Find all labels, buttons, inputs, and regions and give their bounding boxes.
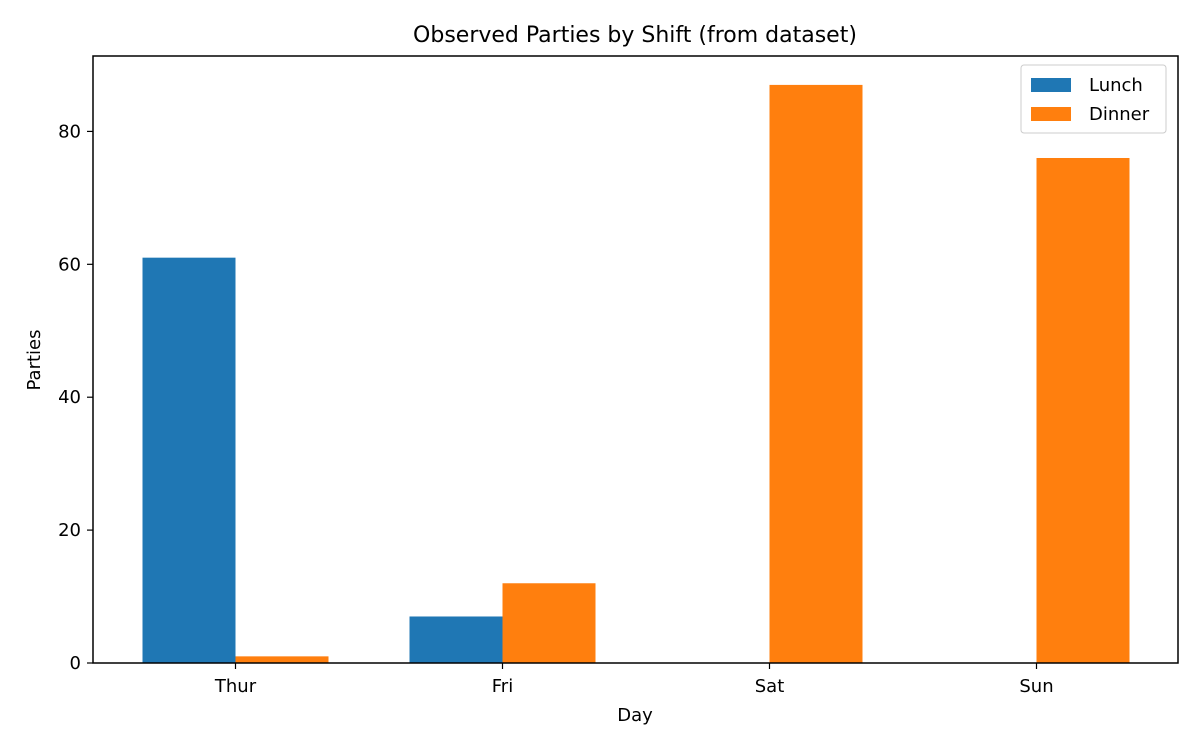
x-axis-label: Day — [617, 705, 653, 726]
bar-dinner-thur — [235, 656, 329, 663]
y-tick-label: 0 — [70, 653, 81, 674]
bars-layer — [142, 84, 1130, 664]
plot-frame — [92, 55, 1179, 664]
y-tick-label: 60 — [58, 254, 81, 275]
y-tick-label: 40 — [58, 387, 81, 408]
ticks-layer: Thur Fri Sat Sun 0 20 40 60 80 — [58, 121, 1054, 697]
legend-label-dinner: Dinner — [1089, 104, 1150, 125]
y-tick-label: 80 — [58, 121, 81, 142]
x-tick-label: Fri — [492, 676, 513, 697]
legend-label-lunch: Lunch — [1089, 75, 1143, 96]
legend: Lunch Dinner — [1020, 64, 1167, 134]
bar-dinner-sun — [1036, 157, 1130, 664]
bar-dinner-sat — [769, 84, 863, 663]
chart-title: Observed Parties by Shift (from dataset) — [413, 23, 857, 48]
legend-swatch-lunch — [1031, 78, 1071, 92]
legend-swatch-dinner — [1031, 107, 1071, 121]
y-tick-label: 20 — [58, 520, 81, 541]
x-tick-label: Sun — [1019, 676, 1053, 697]
bar-dinner-fri — [502, 583, 596, 663]
x-tick-label: Thur — [214, 676, 257, 697]
bar-lunch-fri — [409, 616, 503, 663]
y-axis-label: Parties — [24, 330, 45, 391]
x-tick-label: Sat — [755, 676, 785, 697]
bar-lunch-thur — [142, 257, 236, 663]
